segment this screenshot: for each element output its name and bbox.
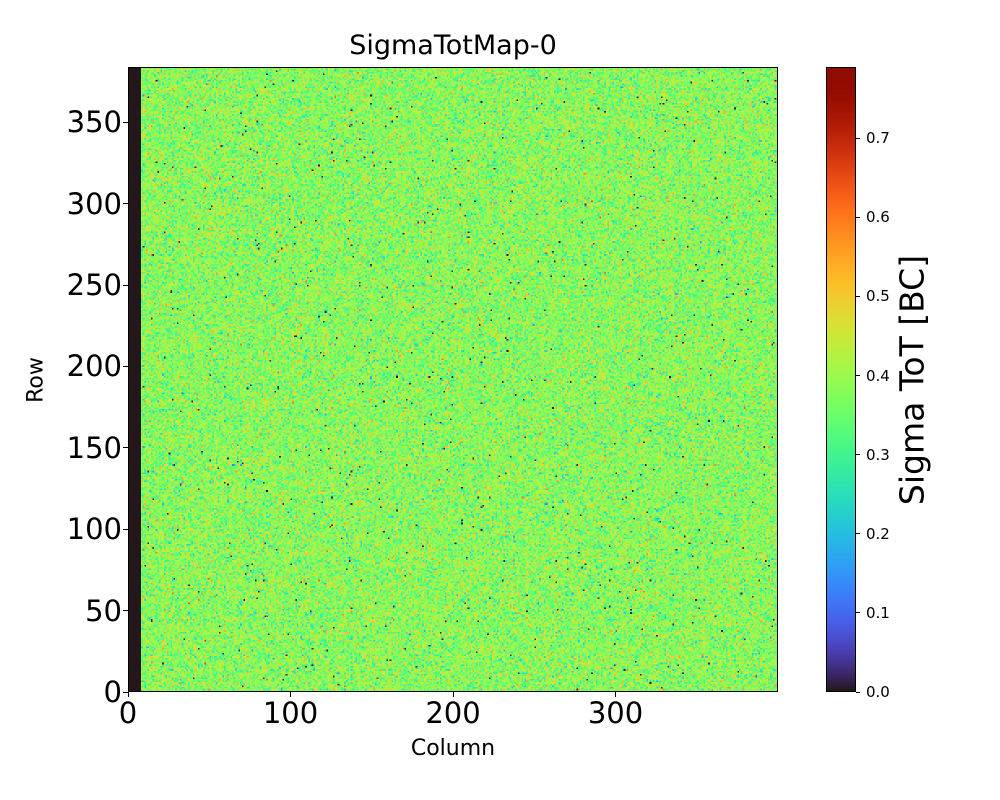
y-tick-mark (123, 121, 128, 123)
colorbar-tick-mark (856, 612, 860, 614)
colorbar-tick-mark (856, 137, 860, 139)
colorbar-tick-mark (856, 216, 860, 218)
heatmap-image (128, 67, 778, 692)
colorbar-tick-label: 0.2 (866, 524, 890, 543)
colorbar-tick-mark (856, 533, 860, 535)
x-tick-mark (452, 692, 454, 697)
colorbar-frame (826, 67, 856, 692)
colorbar-tick-label: 0.0 (866, 683, 890, 701)
y-tick-mark (123, 610, 128, 612)
colorbar-tick-label: 0.1 (866, 603, 890, 622)
chart-title: SigmaTotMap-0 (349, 30, 557, 61)
y-tick-mark (123, 447, 128, 449)
x-tick-label: 0 (118, 696, 138, 730)
y-tick-mark (123, 528, 128, 530)
colorbar-tick-mark (856, 375, 860, 377)
colorbar-label: Sigma ToT [BC] (892, 254, 932, 506)
x-tick-mark (615, 692, 616, 697)
y-tick-label: 100 (66, 512, 122, 547)
y-tick-label: 350 (66, 105, 122, 140)
colorbar-tick-label: 0.6 (866, 208, 890, 227)
y-tick-label: 250 (66, 268, 122, 303)
colorbar-tick-mark (856, 691, 860, 693)
plot-area-frame (128, 67, 778, 692)
colorbar-tick-mark (856, 454, 860, 456)
y-tick-mark (123, 365, 128, 367)
x-tick-label: 200 (425, 696, 481, 730)
colorbar-tick-mark (856, 295, 860, 297)
colorbar-tick-label: 0.5 (866, 287, 890, 306)
x-tick-mark (290, 692, 291, 697)
x-tick-label: 100 (262, 696, 319, 730)
x-axis-label: Column (410, 736, 496, 761)
colorbar-tick-label: 0.7 (866, 129, 890, 148)
colorbar-tick-label: 0.4 (866, 366, 890, 385)
y-tick-mark (123, 691, 128, 693)
y-tick-mark (123, 203, 128, 205)
x-tick-mark (127, 692, 129, 697)
y-tick-label: 200 (66, 349, 122, 384)
y-tick-label: 300 (66, 186, 122, 221)
y-tick-label: 0 (103, 675, 122, 709)
colorbar-tick-label: 0.3 (866, 445, 890, 464)
y-tick-mark (123, 284, 128, 286)
y-tick-label: 150 (66, 430, 122, 465)
y-tick-label: 50 (85, 593, 122, 628)
x-tick-label: 300 (587, 696, 644, 730)
y-axis-label: Row (23, 357, 49, 403)
colorbar-gradient (826, 67, 856, 692)
